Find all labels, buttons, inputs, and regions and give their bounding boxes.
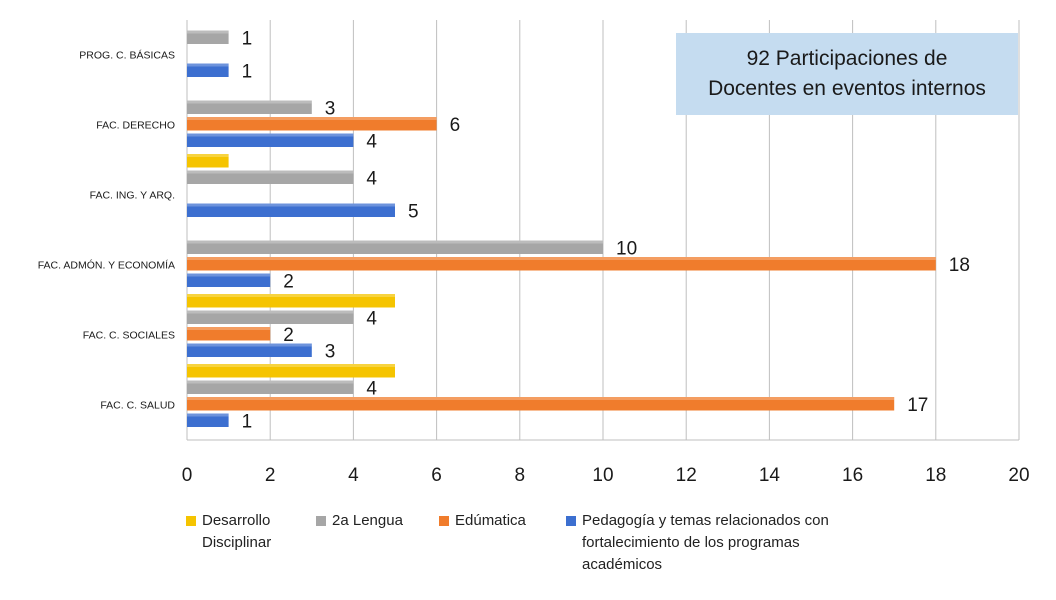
category-label-fac-c-sociales: FAC. C. SOCIALES [83,330,175,342]
legend-label-desarrollo: Desarrollo Disciplinar [202,512,272,551]
legend-swatch-pedagogia [566,516,576,526]
bar-highlight-edumatica-fac-c-salud [187,397,895,400]
legend-swatch-edumatica [439,516,449,526]
legend-label-lengua: 2a Lengua [332,512,403,529]
category-label-prog-c-basicas: PROG. C. BÁSICAS [79,49,175,62]
data-label-lengua-fac-ing-y-arq: 4 [366,168,377,189]
data-label-pedagogia-prog-c-basicas: 1 [242,61,253,82]
bar-lengua-fac-c-sociales [187,310,354,324]
bar-pedagogia-prog-c-basicas [187,63,229,77]
bar-edumatica-fac-c-salud [187,397,895,411]
bar-pedagogia-fac-ing-y-arq [187,203,395,217]
bar-highlight-lengua-fac-c-salud [187,380,354,384]
bar-pedagogia-fac-derecho [187,133,354,147]
x-tick-label-0: 0 [182,465,193,486]
bar-highlight-edumatica-fac-admon-y-economia [187,257,936,260]
x-tick-label-4: 4 [348,465,359,486]
x-tick-label-2: 2 [265,465,276,486]
data-label-lengua-prog-c-basicas: 1 [242,28,253,49]
bar-lengua-fac-c-salud [187,380,354,394]
data-label-lengua-fac-admon-y-economia: 10 [616,238,637,259]
bar-desarrollo-fac-c-salud [187,364,395,378]
bar-desarrollo-fac-ing-y-arq [187,154,229,168]
bar-highlight-lengua-prog-c-basicas [187,30,229,34]
legend-item-lengua: 2a Lengua [316,510,426,532]
bar-edumatica-fac-admon-y-economia [187,257,936,271]
bar-pedagogia-fac-c-salud [187,413,229,427]
bar-lengua-fac-derecho [187,100,312,114]
chart-title-line-2: Docentes en eventos internos [708,77,986,100]
legend-item-desarrollo: Desarrollo Disciplinar [186,510,286,554]
legend-item-edumatica: Edúmatica [439,510,559,532]
bar-highlight-edumatica-fac-derecho [187,117,437,120]
data-label-lengua-fac-c-salud: 4 [366,378,377,399]
legend-label-edumatica: Edúmatica [455,512,526,529]
category-label-fac-derecho: FAC. DERECHO [96,120,175,132]
legend-label-pedagogia: Pedagogía y temas relacionados con forta… [582,512,829,573]
category-label-fac-admon-y-economia: FAC. ADMÓN. Y ECONOMÍA [38,259,175,272]
bar-lengua-prog-c-basicas [187,30,229,44]
data-label-pedagogia-fac-admon-y-economia: 2 [283,271,294,292]
bar-highlight-pedagogia-fac-c-salud [187,413,229,417]
x-tick-label-6: 6 [431,465,442,486]
data-label-lengua-fac-c-sociales: 4 [366,308,377,329]
bar-highlight-pedagogia-fac-derecho [187,133,354,137]
x-tick-label-12: 12 [676,465,697,486]
bar-highlight-pedagogia-fac-admon-y-economia [187,273,271,277]
data-label-pedagogia-fac-derecho: 4 [366,131,377,152]
bar-highlight-lengua-fac-ing-y-arq [187,170,354,174]
data-label-pedagogia-fac-c-sociales: 3 [325,341,336,362]
data-label-lengua-fac-derecho: 3 [325,98,336,119]
x-tick-label-16: 16 [842,465,863,486]
legend-item-pedagogia: Pedagogía y temas relacionados con forta… [566,510,856,576]
chart-legend: Desarrollo Disciplinar 2a Lengua Edúmati… [0,510,1056,590]
bar-pedagogia-fac-c-sociales [187,343,312,357]
chart-title-box: 92 Participaciones de Docentes en evento… [676,33,1018,115]
bar-highlight-pedagogia-fac-c-sociales [187,343,312,347]
x-tick-label-8: 8 [515,465,526,486]
data-label-edumatica-fac-c-salud: 17 [907,395,928,416]
bar-highlight-desarrollo-fac-c-salud [187,364,395,367]
category-label-fac-ing-y-arq: FAC. ING. Y ARQ. [90,190,175,202]
bar-edumatica-fac-derecho [187,117,437,131]
legend-swatch-desarrollo [186,516,196,526]
data-label-pedagogia-fac-ing-y-arq: 5 [408,201,419,222]
bar-lengua-fac-admon-y-economia [187,240,603,254]
bar-highlight-pedagogia-fac-ing-y-arq [187,203,395,207]
bar-highlight-pedagogia-prog-c-basicas [187,63,229,67]
bar-highlight-lengua-fac-c-sociales [187,310,354,314]
bar-desarrollo-fac-c-sociales [187,294,395,308]
chart-title-line-1: 92 Participaciones de [746,47,948,70]
data-label-edumatica-fac-admon-y-economia: 18 [949,255,970,276]
bar-edumatica-fac-c-sociales [187,327,271,341]
bar-pedagogia-fac-admon-y-economia [187,273,271,287]
data-label-edumatica-fac-c-sociales: 2 [283,325,294,346]
x-tick-label-20: 20 [1008,465,1029,486]
category-label-fac-c-salud: FAC. C. SALUD [100,400,175,412]
data-label-pedagogia-fac-c-salud: 1 [242,411,253,432]
legend-swatch-lengua [316,516,326,526]
bar-lengua-fac-ing-y-arq [187,170,354,184]
bar-highlight-lengua-fac-admon-y-economia [187,240,603,244]
x-tick-label-10: 10 [592,465,613,486]
bar-highlight-lengua-fac-derecho [187,100,312,104]
bar-highlight-desarrollo-fac-c-sociales [187,294,395,297]
x-tick-label-14: 14 [759,465,781,486]
x-tick-label-18: 18 [925,465,946,486]
bar-highlight-edumatica-fac-c-sociales [187,327,271,330]
data-label-edumatica-fac-derecho: 6 [450,115,461,136]
bar-highlight-desarrollo-fac-ing-y-arq [187,154,229,157]
